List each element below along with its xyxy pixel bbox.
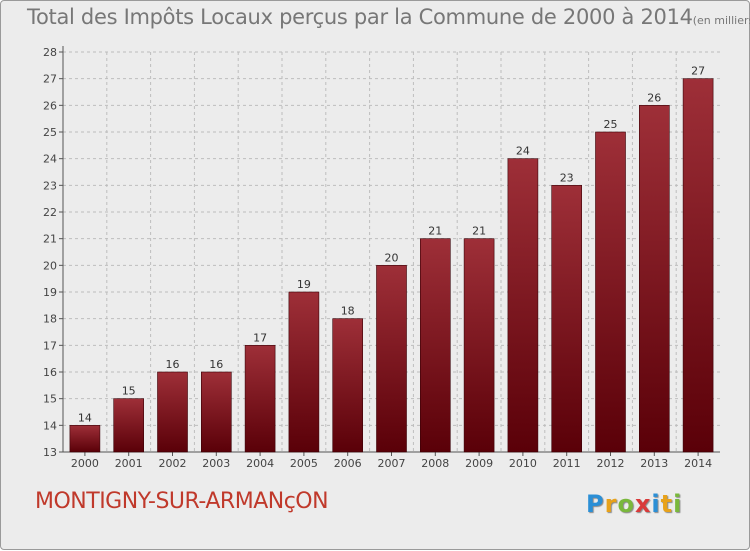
logo-letter: r bbox=[604, 490, 618, 518]
chart-title-unit: (en milliers d'€) bbox=[692, 14, 750, 27]
logo-letter: P bbox=[586, 490, 605, 518]
logo-letter: t bbox=[660, 490, 674, 518]
x-tick-label-2008: 2008 bbox=[421, 457, 449, 470]
x-tick-label-2000: 2000 bbox=[71, 457, 99, 470]
y-tick-label: 16 bbox=[43, 366, 57, 379]
x-tick-label-2002: 2002 bbox=[159, 457, 187, 470]
logo-letter: i bbox=[673, 490, 683, 518]
logo-letter: i bbox=[651, 490, 661, 518]
data-label-2012: 25 bbox=[604, 118, 618, 131]
x-tick-label-2013: 2013 bbox=[640, 457, 668, 470]
y-tick-label: 27 bbox=[43, 73, 57, 86]
x-tick-labels: 2000 2001 2002 2003 2004 2005 2006 2007 2008 2009… bbox=[71, 457, 712, 470]
x-tick-label-2007: 2007 bbox=[378, 457, 406, 470]
commune-name: MONTIGNY-SUR-ARMANçON bbox=[35, 489, 329, 514]
y-tick-label: 26 bbox=[43, 99, 57, 112]
y-tick-label: 28 bbox=[43, 46, 57, 59]
bar-2002 bbox=[157, 371, 188, 453]
data-label-2007: 20 bbox=[385, 251, 399, 264]
x-tick-label-2006: 2006 bbox=[334, 457, 362, 470]
data-label-2011: 23 bbox=[560, 171, 574, 184]
bar-2011 bbox=[551, 185, 583, 453]
data-label-2014: 27 bbox=[691, 65, 705, 78]
data-label-2001: 15 bbox=[122, 385, 136, 398]
chart-title: Total des Impôts Locaux perçus par la Co… bbox=[27, 5, 750, 29]
y-tick-label: 13 bbox=[43, 446, 57, 459]
data-label-2005: 19 bbox=[297, 278, 311, 291]
data-label-2006: 18 bbox=[341, 305, 355, 318]
data-label-2002: 16 bbox=[166, 358, 180, 371]
y-tick-label: 19 bbox=[43, 286, 57, 299]
x-tick-label-2010: 2010 bbox=[509, 457, 537, 470]
bar-2014 bbox=[682, 78, 714, 453]
bar-2007 bbox=[376, 265, 407, 453]
logo-letter: o bbox=[617, 490, 635, 518]
y-tick-label: 25 bbox=[43, 126, 57, 139]
bar-2005 bbox=[288, 291, 320, 453]
y-tick-label: 21 bbox=[43, 233, 57, 246]
x-tick-label-2001: 2001 bbox=[115, 457, 143, 470]
bar-2012 bbox=[595, 131, 626, 453]
bar-2003 bbox=[201, 371, 232, 453]
data-label-2008: 21 bbox=[428, 225, 442, 238]
y-tick-labels: 13 14 15 16 17 18 19 20 21 22 23 24 25 26 27 28 bbox=[43, 46, 57, 459]
y-tick-label: 20 bbox=[43, 259, 57, 272]
bar-2010 bbox=[507, 158, 539, 453]
x-tick-label-2004: 2004 bbox=[246, 457, 274, 470]
logo-letter: x bbox=[634, 490, 652, 518]
bar-2006 bbox=[332, 318, 364, 453]
bar-2004 bbox=[244, 345, 276, 453]
data-label-2013: 26 bbox=[647, 91, 661, 104]
bar-2013 bbox=[638, 105, 670, 453]
y-tick-label: 22 bbox=[43, 206, 57, 219]
y-tick-label: 24 bbox=[43, 153, 57, 166]
y-tick-label: 15 bbox=[43, 393, 57, 406]
y-tick-label: 17 bbox=[43, 339, 57, 352]
proxiti-logo[interactable]: Proxiti bbox=[586, 490, 682, 518]
x-tick-label-2012: 2012 bbox=[597, 457, 625, 470]
bar-2000 bbox=[69, 425, 101, 453]
chart-title-main: Total des Impôts Locaux perçus par la Co… bbox=[27, 5, 693, 29]
bar-2009 bbox=[463, 238, 495, 453]
x-tick-label-2009: 2009 bbox=[465, 457, 493, 470]
data-labels: 14 15 16 16 17 19 18 20 21 21 24 23 25 26 27 bbox=[78, 65, 705, 425]
x-tick-label-2011: 2011 bbox=[553, 457, 581, 470]
x-tick-label-2005: 2005 bbox=[290, 457, 318, 470]
data-label-2010: 24 bbox=[516, 145, 530, 158]
data-label-2009: 21 bbox=[472, 225, 486, 238]
y-tick-label: 23 bbox=[43, 179, 57, 192]
bar-2008 bbox=[419, 238, 451, 453]
y-tick-label: 14 bbox=[43, 419, 57, 432]
data-label-2003: 16 bbox=[209, 358, 223, 371]
y-tick-label: 18 bbox=[43, 313, 57, 326]
data-label-2004: 17 bbox=[253, 331, 267, 344]
bar-2001 bbox=[113, 398, 144, 453]
data-label-2000: 14 bbox=[78, 411, 92, 424]
x-tick-label-2003: 2003 bbox=[202, 457, 230, 470]
x-tick-label-2014: 2014 bbox=[684, 457, 712, 470]
bars bbox=[69, 78, 714, 453]
